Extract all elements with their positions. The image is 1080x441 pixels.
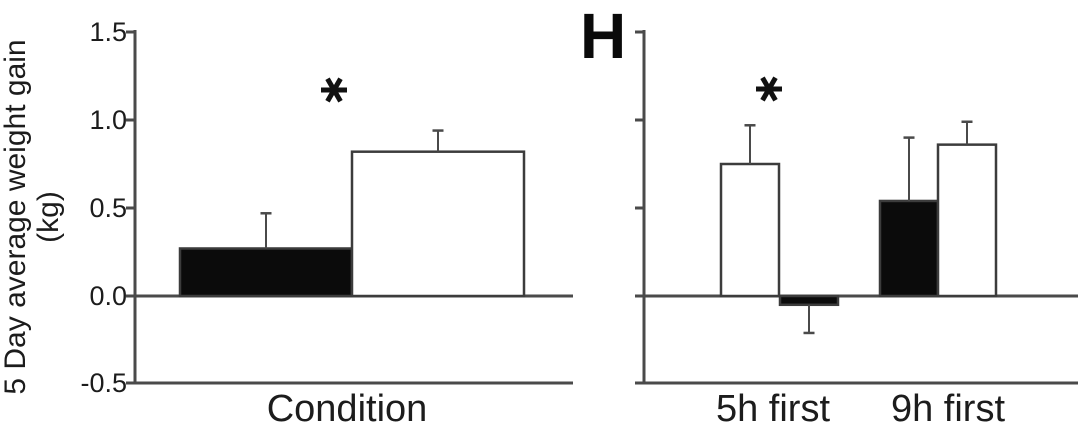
- bar-white: [936, 143, 998, 298]
- y-tick-label: 0.5: [89, 193, 127, 223]
- y-tick-label: 1.5: [89, 17, 127, 47]
- category-label: 5h first: [716, 388, 830, 430]
- category-label: 9h first: [891, 388, 1005, 430]
- significance-asterisk: [760, 76, 778, 102]
- y-tick-label: 0.0: [89, 281, 127, 311]
- category-label: Condition: [267, 388, 428, 430]
- panel-letter-label: H: [580, 0, 627, 72]
- bar-black: [878, 199, 940, 298]
- significance-asterisk: [325, 77, 343, 103]
- bar-black: [778, 294, 840, 307]
- bar-white: [350, 150, 526, 298]
- bar-white: [719, 162, 781, 298]
- y-axis-title-line2: (kg): [32, 191, 65, 243]
- y-axis-title: 5 Day average weight gain (kg): [0, 27, 67, 407]
- bar-black: [178, 247, 354, 298]
- y-axis-title-line1: 5 Day average weight gain: [0, 39, 32, 395]
- y-tick-label: 1.0: [89, 105, 127, 135]
- y-tick-label: -0.5: [80, 368, 127, 398]
